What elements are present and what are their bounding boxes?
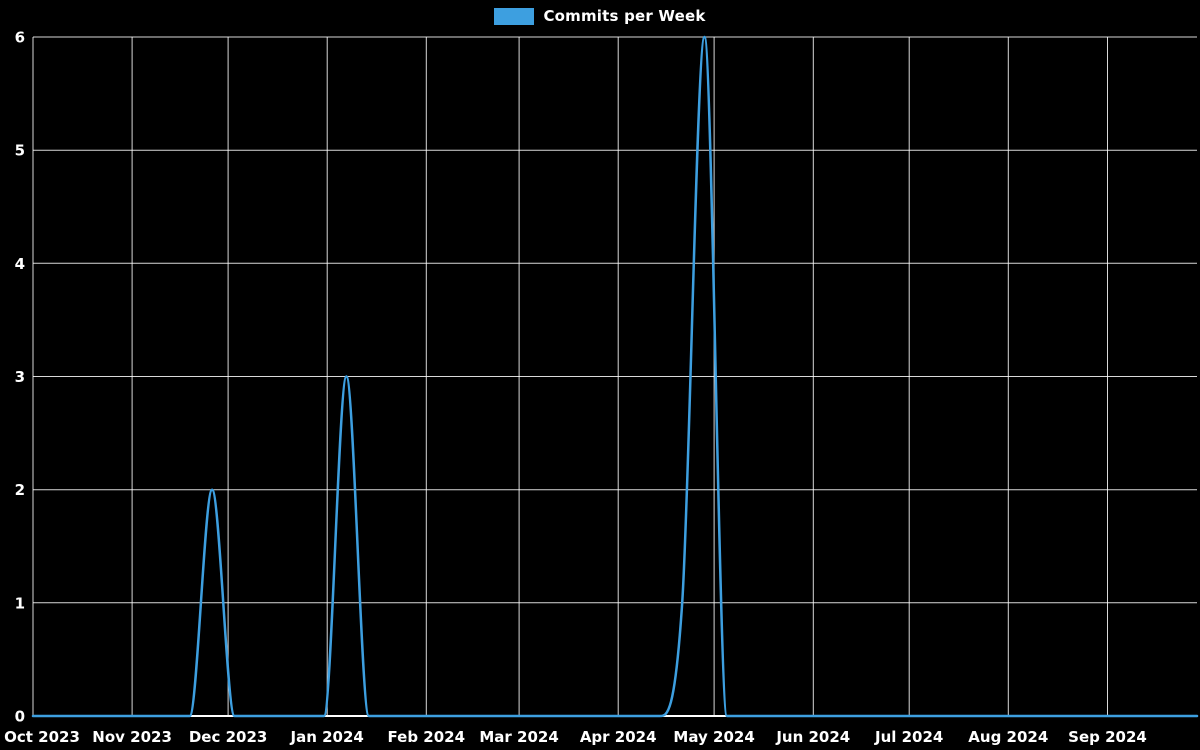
y-tick-label: 3 [15, 368, 25, 386]
y-tick-label: 5 [15, 142, 25, 160]
y-tick-label: 1 [15, 594, 25, 612]
x-tick-label: Aug 2024 [968, 728, 1048, 746]
x-tick-label: Jan 2024 [290, 728, 364, 746]
x-tick-label: Jul 2024 [874, 728, 943, 746]
commits-line [31, 35, 1199, 718]
x-tick-label: Jun 2024 [775, 728, 850, 746]
legend-swatch [494, 7, 535, 25]
y-tick-label: 0 [15, 708, 25, 726]
x-tick-label: Sep 2024 [1068, 728, 1147, 746]
x-tick-label: May 2024 [673, 728, 754, 746]
x-tick-label: Oct 2023 [4, 728, 80, 746]
x-tick-label: Mar 2024 [479, 728, 558, 746]
y-tick-label: 4 [15, 255, 25, 273]
legend: Commits per Week [0, 7, 1200, 25]
legend-label: Commits per Week [543, 7, 706, 25]
y-tick-label: 2 [15, 481, 25, 499]
x-tick-label: Dec 2023 [189, 728, 268, 746]
y-tick-label: 6 [15, 29, 25, 47]
x-tick-label: Apr 2024 [580, 728, 657, 746]
x-tick-label: Nov 2023 [92, 728, 172, 746]
x-tick-label: Feb 2024 [388, 728, 466, 746]
